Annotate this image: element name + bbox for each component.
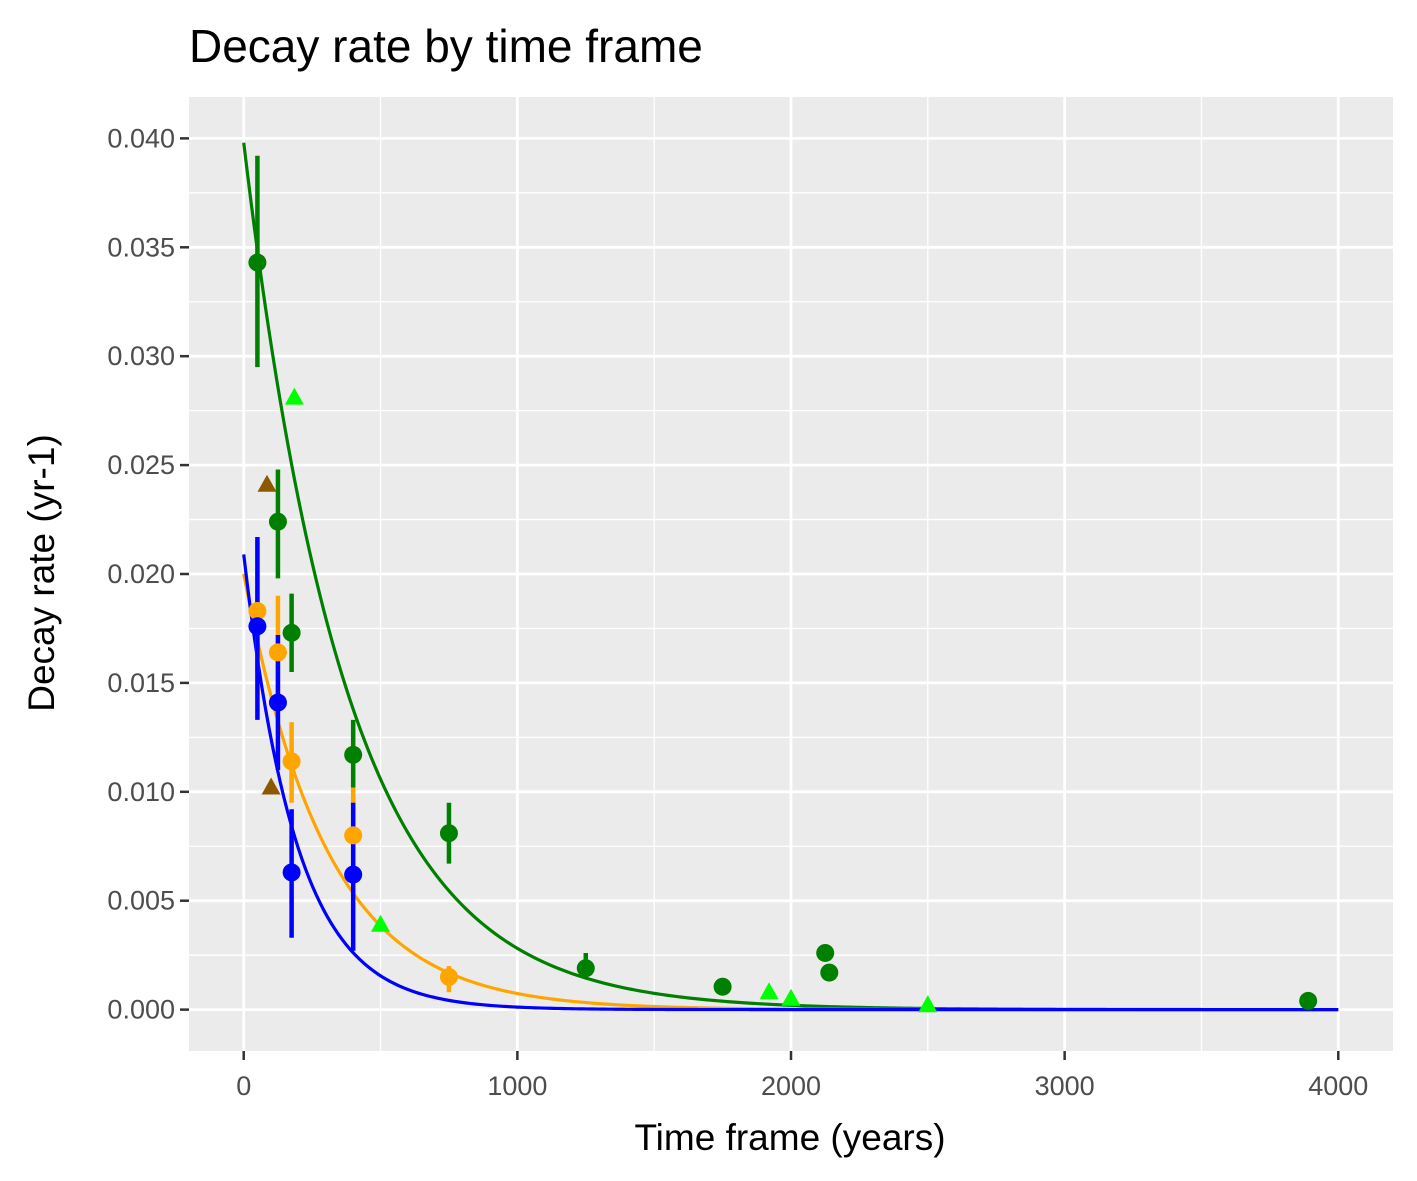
data-point-triangle [261,777,281,795]
data-point [439,824,458,843]
x-tick-label: 0 [236,1071,251,1101]
data-point [248,617,267,636]
data-point [268,693,287,712]
y-tick-label: 0.030 [107,341,175,371]
y-tick-label: 0.005 [107,886,175,916]
data-point-triangle [284,387,304,405]
data-point [576,959,595,978]
y-tick-label: 0.000 [107,995,175,1025]
y-tick-label: 0.040 [107,123,175,153]
y-tick-label: 0.010 [107,777,175,807]
x-tick-label: 4000 [1308,1071,1368,1101]
axes: 0.000 0.005 0.010 0.015 0.020 0.025 0.030 0.035… [107,123,1368,1101]
data-point-triangle [781,988,801,1006]
y-tick-label: 0.025 [107,450,175,480]
x-tick-label: 3000 [1035,1071,1095,1101]
data-point [344,865,363,884]
data-point [713,977,732,996]
data-point [248,602,267,621]
x-tick-label: 2000 [761,1071,821,1101]
y-tick-label: 0.015 [107,668,175,698]
data-point [268,512,287,531]
data-point [439,967,458,986]
data-point [344,826,363,845]
y-tick-label: 0.035 [107,232,175,262]
x-tick-label: 1000 [487,1071,547,1101]
data-point [282,863,301,882]
data-point [248,253,267,272]
data-point-triangle [918,995,938,1013]
data-point [282,623,301,642]
x-axis-title: Time frame (years) [634,1117,945,1158]
data-point-triangle [257,474,277,492]
data-point [1299,991,1318,1010]
data-point [268,643,287,662]
data-point [344,745,363,764]
data-point [816,943,835,962]
data-points [248,253,1318,1013]
chart-title: Decay rate by time frame [189,20,703,72]
data-point [820,963,839,982]
data-point-triangle [759,982,779,1000]
y-axis-title: Decay rate (yr-1) [21,434,62,712]
grid-lines [189,97,1393,1051]
y-tick-label: 0.020 [107,559,175,589]
data-point [282,752,301,771]
fit-curve [242,554,1339,1012]
data-point-triangle [371,914,390,932]
